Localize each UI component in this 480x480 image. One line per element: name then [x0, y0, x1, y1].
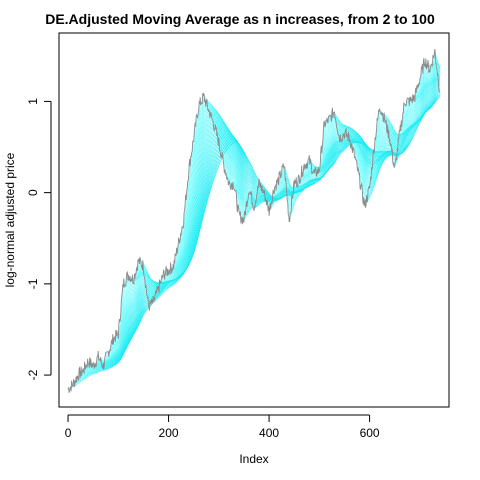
moving-average-line	[109, 85, 441, 369]
plot-box	[58, 32, 450, 408]
y-tick-label: 1	[26, 98, 40, 105]
price-line	[67, 48, 441, 393]
moving-average-lines	[68, 49, 441, 392]
moving-average-line	[83, 63, 441, 381]
moving-average-line	[80, 62, 441, 383]
moving-average-line	[112, 90, 441, 368]
moving-average-line	[84, 64, 441, 380]
x-tick-label: 400	[259, 426, 279, 440]
moving-average-line	[94, 72, 441, 375]
moving-average-line	[81, 63, 441, 382]
moving-average-line	[115, 94, 441, 366]
x-axis: 0 200 400 600	[65, 414, 380, 440]
moving-average-line	[89, 68, 441, 377]
y-tick-label: -2	[26, 369, 40, 380]
y-tick-label: 0	[26, 189, 40, 196]
moving-average-line	[116, 96, 441, 365]
x-tick-label: 600	[360, 426, 380, 440]
moving-average-line	[86, 65, 441, 379]
moving-average-line	[90, 69, 440, 376]
price-series	[67, 48, 441, 393]
x-tick-label: 0	[65, 426, 72, 440]
chart-title: DE.Adjusted Moving Average as n increase…	[45, 11, 435, 27]
y-axis-title: log-normal adjusted price	[3, 152, 17, 287]
moving-average-line	[113, 92, 441, 367]
moving-average-line	[92, 71, 441, 375]
moving-average-line	[110, 87, 441, 369]
y-axis: -2 -1 0 1	[26, 98, 52, 380]
y-tick-label: -1	[26, 278, 40, 289]
x-tick-label: 200	[159, 426, 179, 440]
moving-average-line	[87, 67, 441, 378]
x-axis-title: Index	[239, 452, 268, 466]
